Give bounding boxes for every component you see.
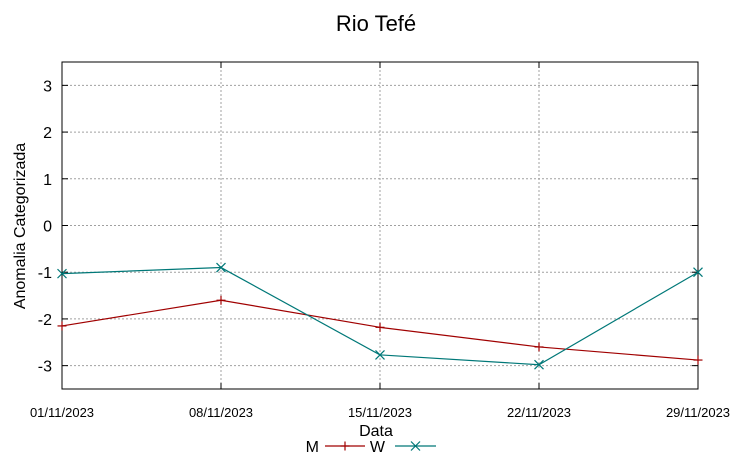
x-tick-label: 29/11/2023 [666,405,730,420]
x-tick-label: 01/11/2023 [30,405,94,420]
series-w-point [216,262,226,273]
y-tick-label: -3 [38,359,52,376]
y-tick-label: 2 [43,125,52,142]
y-axis-label: Anomalia Categorizada [12,143,29,309]
x-tick-label: 08/11/2023 [189,405,253,420]
series-m-point [693,355,703,365]
y-tick-label: -2 [38,312,52,329]
y-axis: 3 2 1 0 -1 -2 -3 [38,78,698,376]
x-axis: 01/11/2023 08/11/2023 15/11/2023 22/11/2023… [30,62,730,420]
legend-label: W [370,439,386,456]
y-tick-label: -1 [38,265,52,282]
y-tick-label: 1 [43,172,52,189]
y-tick-label: 3 [43,78,52,95]
series-w-point [57,268,67,279]
grid-layer [61,62,699,389]
series-w-point [375,349,385,360]
series-layer [57,262,703,370]
legend-item-m: M [306,439,365,456]
x-axis-label: Data [359,423,393,440]
legend-label: M [306,439,319,456]
series-w-point [693,267,703,278]
series-m-point [216,295,226,305]
legend-swatch-marker [340,441,350,451]
legend-swatch-marker [410,441,421,451]
chart-title: Rio Tefé [336,11,416,36]
x-tick-label: 22/11/2023 [507,405,571,420]
series-w-point [534,359,544,370]
series-w [57,262,703,370]
legend-item-w: W [370,439,436,456]
y-tick-label: 0 [43,219,52,236]
series-m-point [57,321,67,331]
series-m [57,295,703,365]
series-m-point [375,322,385,332]
x-tick-label: 15/11/2023 [348,405,412,420]
series-m-point [534,342,544,352]
